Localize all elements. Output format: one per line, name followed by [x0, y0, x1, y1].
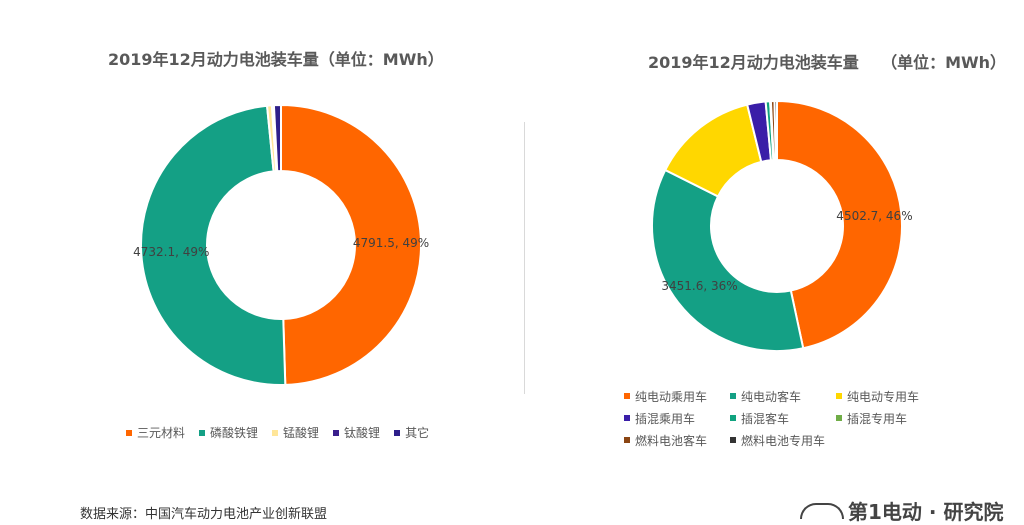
legend-label: 磷酸铁锂: [210, 426, 259, 440]
legend-item: 钛酸锂: [333, 424, 380, 441]
data-label: 4502.7, 46%: [836, 208, 913, 223]
legend-label: 插混乘用车: [635, 411, 696, 426]
legend-label: 插混专用车: [847, 411, 908, 426]
legend-label: 纯电动乘用车: [635, 389, 708, 404]
legend-item: 插混客车: [730, 407, 836, 429]
legend-left: 三元材料 磷酸铁锂 锰酸锂 钛酸锂 其它: [126, 424, 443, 441]
legend-label: 插混客车: [741, 411, 790, 426]
legend-label: 钛酸锂: [344, 426, 381, 440]
donut-chart-right: [651, 99, 903, 352]
legend-item: 锰酸锂: [272, 424, 319, 441]
legend-item: 三元材料: [126, 424, 185, 441]
donut-slice-left-1: [139, 104, 287, 386]
legend-item: 燃料电池专用车: [730, 429, 836, 451]
legend-swatch: [836, 393, 842, 399]
legend-label: 锰酸锂: [283, 426, 320, 440]
donut-slice-right-1: [651, 168, 805, 352]
legend-label: 纯电动专用车: [847, 389, 920, 404]
donut-slice-right-7: [773, 99, 778, 162]
legend-swatch: [624, 415, 630, 421]
legend-swatch: [333, 429, 340, 436]
legend-label: 燃料电池客车: [635, 433, 708, 448]
data-source-note: 数据来源：中国汽车动力电池产业创新联盟: [80, 507, 328, 522]
legend-swatch: [272, 429, 279, 436]
legend-swatch: [624, 393, 630, 399]
data-label: 3451.6, 36%: [661, 278, 738, 293]
legend-swatch: [730, 437, 736, 443]
legend-label: 三元材料: [137, 426, 186, 440]
legend-item: 插混乘用车: [624, 407, 730, 429]
legend-item: 其它: [394, 424, 429, 441]
chart-title-right: 2019年12月动力电池装车量 （单位：MWh）: [648, 53, 1007, 72]
legend-item: 纯电动专用车: [836, 385, 942, 407]
legend-item: 插混专用车: [836, 407, 942, 429]
legend-item: 燃料电池客车: [624, 429, 730, 451]
chart-title-left: 2019年12月动力电池装车量（单位：MWh）: [108, 50, 444, 69]
legend-swatch: [624, 437, 630, 443]
car-logo-icon: [800, 502, 844, 519]
legend-swatch: [730, 393, 736, 399]
legend-right: 纯电动乘用车 纯电动客车 纯电动专用车插混乘用车 插混客车 插混专用车燃料电池客车 燃料电…: [624, 385, 944, 451]
legend-swatch: [126, 429, 132, 436]
legend-item: 磷酸铁锂: [199, 424, 258, 441]
legend-swatch: [199, 429, 206, 436]
donut-slice-right-0: [776, 99, 903, 350]
donut-slice-left-4: [272, 103, 282, 173]
legend-label: 燃料电池专用车: [741, 433, 826, 448]
chart-divider: [524, 122, 525, 394]
legend-swatch: [730, 415, 736, 421]
donut-slice-left-0: [280, 103, 422, 386]
donut-chart-left: [139, 103, 422, 386]
legend-label: 其它: [405, 426, 430, 440]
legend-swatch: [394, 429, 401, 436]
legend-item: 纯电动乘用车: [624, 385, 730, 407]
brand-logo-text: 第1电动 · 研究院: [848, 500, 1004, 524]
legend-swatch: [836, 415, 842, 421]
legend-label: 纯电动客车: [741, 389, 802, 404]
brand-logo: 第1电动 · 研究院: [800, 496, 1003, 525]
data-label: 4791.5, 49%: [352, 236, 430, 251]
legend-item: 纯电动客车: [730, 385, 836, 407]
data-label: 4732.1, 49%: [133, 245, 210, 260]
